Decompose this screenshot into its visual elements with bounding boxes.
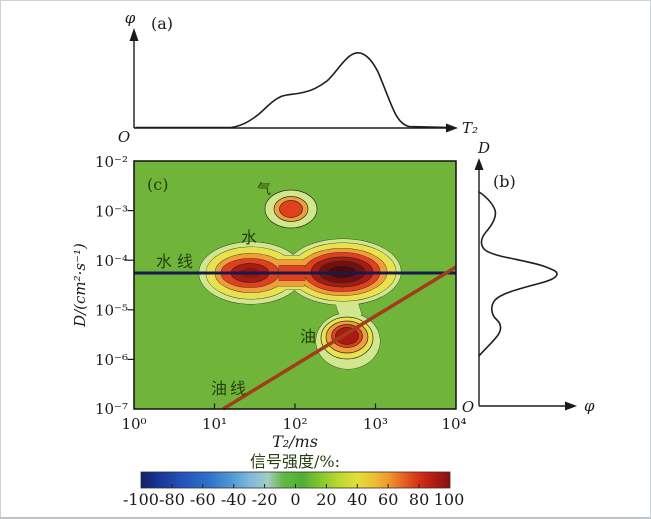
panel-b-y-axis-arrow-icon: [474, 158, 484, 170]
y-tick-label: 10⁻²: [95, 153, 128, 171]
colorbar-tick-label: 40: [347, 490, 367, 509]
panel-b-x-axis-arrow-icon: [565, 401, 577, 411]
colorbar-tick-label: -100: [123, 490, 159, 509]
x-tick-label: 10⁴: [441, 415, 466, 433]
colorbar-tick-label: 80: [409, 490, 429, 509]
gas-label: 气: [257, 182, 271, 198]
colorbar-tick-label: 20: [316, 490, 336, 509]
panel-b-origin: O: [462, 398, 474, 416]
panel-b: D (b) O φ: [462, 139, 595, 416]
oil-reference-line: [222, 265, 457, 411]
panel-c-tag: (c): [147, 175, 168, 194]
colorbar-tick-label: 60: [378, 490, 398, 509]
y-tick-label: 10⁻⁵: [95, 302, 128, 320]
colorbar-tick-label: 100: [434, 490, 465, 509]
y-tick-label: 10⁻³: [95, 203, 128, 221]
panel-a-y-label: φ: [125, 9, 136, 27]
colorbar-title: 信号强度/%:: [250, 452, 340, 471]
oil-label: 油: [300, 327, 316, 346]
panel-b-tag: (b): [493, 172, 516, 191]
x-tick-label: 10¹: [202, 415, 227, 433]
gas-contour-3: [279, 200, 303, 218]
panel-a-y-axis-arrow-icon: [129, 28, 139, 41]
panel-c-x-axis-title: T₂/ms: [272, 432, 318, 451]
colorbar-tick-label: -40: [221, 490, 247, 509]
x-tick-label: 10⁰: [121, 415, 146, 433]
water-label: 水: [241, 228, 257, 247]
panel-a: φ (a) O T₂: [118, 9, 478, 146]
colorbar-tick-label: -20: [252, 490, 278, 509]
gas-contour-blob: [264, 189, 318, 229]
y-tick-label: 10⁻⁶: [95, 351, 128, 369]
x-tick-label: 10³: [363, 415, 388, 433]
d-distribution-curve: [478, 191, 558, 357]
y-tick-label: 10⁻⁷: [95, 400, 128, 418]
panel-c: 10⁻² 10⁻³ 10⁻⁴ 10⁻⁵ 10⁻⁶ 10⁻⁷ 10⁰ 10¹ 10…: [71, 153, 467, 451]
panel-a-tag: (a): [151, 14, 173, 33]
colorbar-tick-label: -60: [190, 490, 216, 509]
oil-line-label: 油线: [211, 379, 249, 398]
water-line-label: 水线: [156, 252, 198, 271]
panel-c-y-axis-title: D/(cm²·s⁻¹): [71, 243, 89, 328]
panel-b-y-label: D: [477, 139, 490, 157]
colorbar-tick-label: -80: [159, 490, 185, 509]
panel-a-origin: O: [118, 128, 130, 146]
colorbar: 信号强度/%: -100 -80 -60 -40 -20 0 20 40 60 …: [123, 452, 464, 509]
colorbar-tick-label: 0: [290, 490, 300, 509]
x-tick-label: 10²: [282, 415, 307, 433]
panel-b-x-label: φ: [584, 397, 595, 415]
panel-a-x-axis-arrow-icon: [446, 123, 458, 133]
t2-distribution-curve: [135, 52, 452, 129]
y-tick-label: 10⁻⁴: [95, 252, 128, 270]
panel-a-x-label: T₂: [462, 119, 478, 137]
